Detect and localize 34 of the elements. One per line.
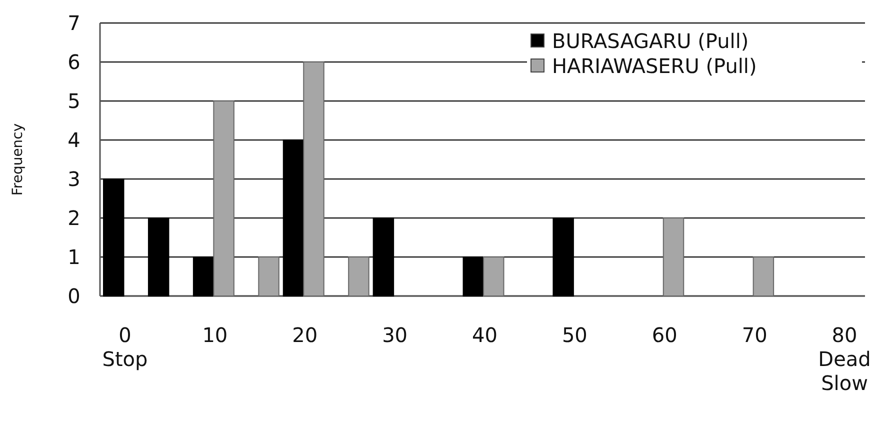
bar (552, 218, 574, 296)
x-tick-label: 20 (292, 323, 318, 347)
bar (148, 218, 170, 296)
x-tick-label: 10 (202, 323, 228, 347)
y-tick-label: 2 (68, 206, 80, 230)
x-tick-label: 60 (652, 323, 678, 347)
x-tick-label: 30 (382, 323, 408, 347)
y-axis-title: Frequency (10, 123, 26, 196)
y-tick-label: 1 (68, 245, 80, 269)
bar (258, 256, 280, 296)
bar (348, 256, 370, 296)
bar (213, 100, 234, 296)
y-tick-label: 4 (68, 128, 80, 152)
legend-label: HARIAWASERU (Pull) (552, 54, 757, 78)
y-tick-label: 7 (68, 11, 80, 35)
y-tick-label: 3 (68, 167, 80, 191)
bar (372, 218, 394, 296)
x-tick-label: 80 Dead Slow (818, 323, 871, 395)
bar (662, 218, 684, 296)
x-tick-label: 0 Stop (102, 323, 148, 371)
x-tick-label: 70 (742, 323, 768, 347)
bar (483, 256, 504, 296)
bar (192, 256, 214, 296)
bar (103, 178, 124, 296)
bar (282, 140, 304, 296)
legend-label: BURASAGARU (Pull) (552, 29, 749, 53)
y-tick-label: 5 (68, 89, 80, 113)
x-tick-label: 40 (472, 323, 498, 347)
bar (462, 256, 484, 296)
y-tick-label: 6 (68, 50, 80, 74)
bar (303, 62, 324, 296)
y-tick-label: 0 (68, 284, 80, 308)
bar (752, 256, 774, 296)
x-tick-label: 50 (562, 323, 588, 347)
